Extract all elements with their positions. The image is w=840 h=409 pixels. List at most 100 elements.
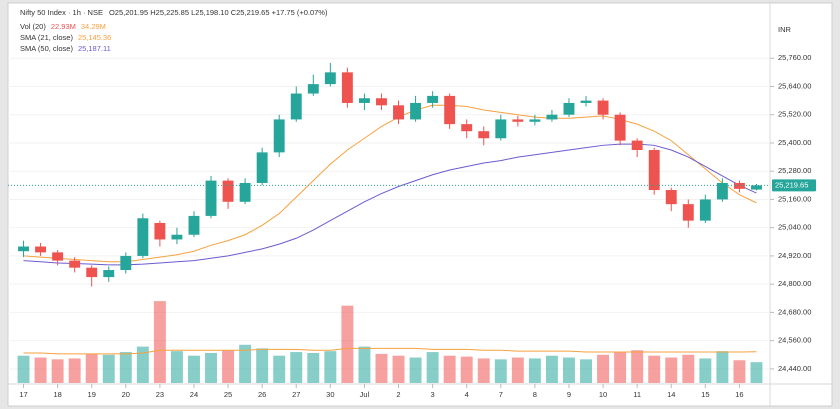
candle-body	[699, 199, 711, 221]
candle-body	[205, 180, 217, 216]
volume-bar	[528, 358, 541, 383]
x-tick-label: 23	[156, 390, 164, 399]
candle-body	[665, 190, 677, 205]
volume-bar	[17, 355, 30, 383]
legend-name: SMA (21, close)	[20, 33, 73, 42]
volume-bar	[443, 355, 456, 383]
legend-name: SMA (50, close)	[20, 44, 73, 53]
y-tick-label: 24,440.00	[778, 364, 811, 373]
volume-bar	[392, 355, 405, 383]
candle-body	[393, 105, 404, 120]
legend-value: 25,187.11	[78, 44, 111, 53]
candle-body	[171, 234, 183, 240]
volume-bar	[409, 357, 422, 383]
x-tick-label: 4	[465, 390, 469, 399]
volume-bar	[716, 351, 729, 383]
volume-bar	[648, 355, 661, 383]
volume-bar	[699, 358, 712, 383]
volume-bar	[85, 353, 98, 383]
volume-bar	[222, 350, 235, 383]
candle-body	[563, 102, 575, 115]
volume-bar	[545, 355, 558, 383]
volume-bar	[358, 346, 371, 383]
candle-body	[256, 152, 268, 183]
volume-bar	[631, 350, 644, 383]
y-tick-label: 25,400.00	[778, 138, 811, 147]
candle-body	[154, 222, 166, 240]
y-tick-label: 24,680.00	[778, 307, 811, 316]
candle-body	[222, 180, 234, 202]
candle-body	[580, 100, 592, 103]
y-tick-label: 25,520.00	[778, 110, 811, 119]
volume-bar	[34, 357, 47, 383]
volume-bar	[733, 360, 746, 383]
volume-bar	[375, 353, 388, 383]
volume-bar	[477, 358, 490, 383]
x-tick-label: 20	[122, 390, 130, 399]
x-tick-label: 17	[19, 390, 27, 399]
x-tick-label: 11	[633, 390, 641, 399]
x-tick-label: 7	[499, 390, 503, 399]
volume-bar	[460, 356, 473, 383]
candle-body	[358, 98, 370, 103]
x-tick-label: Jul	[360, 390, 370, 399]
candle-body	[461, 124, 473, 132]
candle-body	[120, 255, 132, 271]
volume-bar	[290, 352, 303, 383]
candle-body	[290, 93, 302, 120]
candle-body	[341, 72, 353, 103]
volume-bar	[205, 352, 217, 383]
candle-body	[529, 119, 541, 122]
candle-body	[597, 100, 609, 115]
candle-body	[546, 114, 558, 120]
legend-name: Vol (20)	[20, 22, 46, 31]
x-tick-label: 8	[533, 390, 537, 399]
volume-ma-line	[23, 347, 757, 355]
x-tick-label: 3	[431, 390, 435, 399]
x-tick-label: 27	[292, 390, 300, 399]
y-tick-label: 25,760.00	[778, 53, 811, 62]
volume-bar	[324, 351, 337, 383]
candle-body	[137, 218, 149, 256]
candle-body	[444, 95, 456, 125]
volume-bar	[68, 358, 81, 383]
candle-body	[648, 150, 660, 191]
y-tick-label: 25,640.00	[778, 81, 811, 90]
x-tick-label: 2	[396, 390, 400, 399]
legend-value: 25,145.36	[78, 33, 111, 42]
volume-bar	[682, 354, 695, 383]
candle-body	[427, 95, 439, 103]
volume-bar	[665, 357, 678, 383]
volume-bar	[494, 359, 507, 383]
volume-bar	[580, 359, 592, 383]
volume-bar	[307, 352, 320, 383]
y-tick-label: 25,280.00	[778, 166, 811, 175]
x-tick-label: 10	[599, 390, 607, 399]
volume-bar	[188, 355, 200, 383]
candle-body	[495, 119, 507, 139]
candle-body	[307, 84, 319, 94]
volume-bar	[256, 348, 269, 383]
ohlc-legend: O25,201.95 H25,225.85 L25,198.10 C25,219…	[109, 8, 328, 17]
volume-bar	[170, 351, 183, 383]
sma-line	[23, 104, 757, 263]
candle-body	[324, 72, 336, 85]
x-tick-label: 15	[701, 390, 709, 399]
x-tick-label: 9	[567, 390, 571, 399]
volume-bar	[614, 352, 627, 383]
candle-body	[478, 131, 490, 139]
x-tick-label: 26	[258, 390, 266, 399]
legend-value: 22.93M	[51, 22, 76, 31]
volume-bar	[51, 359, 64, 383]
x-tick-label: 14	[667, 390, 675, 399]
y-tick-label: 24,560.00	[778, 336, 811, 345]
volume-bar	[273, 355, 286, 383]
volume-bar	[102, 354, 115, 383]
candle-body	[35, 246, 47, 253]
candle-body	[86, 267, 98, 278]
axis-unit: INR	[778, 25, 792, 34]
candle-body	[239, 182, 251, 202]
x-tick-label: 19	[88, 390, 96, 399]
